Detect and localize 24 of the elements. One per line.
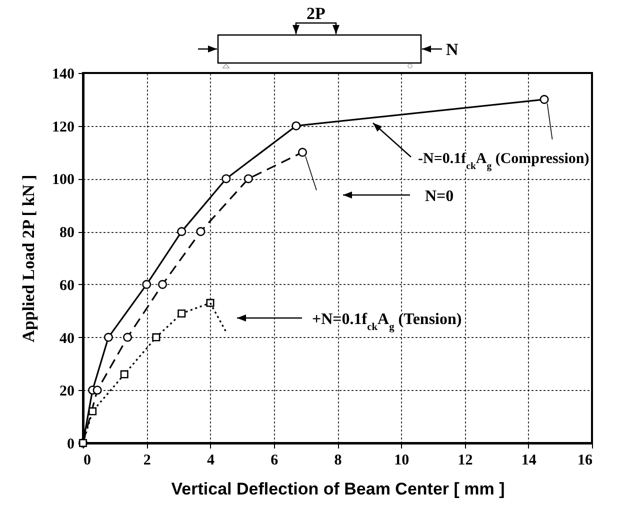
y-tick-label: 0: [67, 436, 74, 452]
annotation: +N=0.1f$_{ck}$A$_{g}$ (Tension): [312, 311, 462, 332]
y-tick-label: 80: [60, 225, 74, 242]
annotation: -N=0.1f$_{ck}$A$_{g}$ (Compression): [418, 151, 590, 172]
y-tick-label: 140: [52, 66, 74, 82]
y-tick-label: 40: [60, 330, 74, 347]
y-tick-label: 120: [52, 119, 74, 136]
x-tick-label: 10: [394, 452, 410, 468]
annotation: N=0: [425, 188, 454, 205]
x-tick-label: 14: [521, 452, 537, 468]
x-tick-label: 4: [207, 452, 215, 468]
x-tick-label: 8: [334, 452, 342, 468]
x-tick-label: 2: [143, 452, 151, 468]
x-tick-label: 16: [578, 452, 593, 468]
x-axis-title: Vertical Deflection of Beam Center [ mm ]: [171, 480, 505, 498]
x-tick-label: 6: [270, 452, 279, 468]
y-tick-label: 60: [60, 278, 74, 294]
text: 2P: [306, 4, 326, 23]
x-tick-label: 0: [84, 452, 91, 468]
y-tick-label: 100: [52, 172, 74, 188]
x-tick-label: 12: [458, 452, 473, 468]
text: N: [446, 40, 459, 59]
y-tick-label: 20: [60, 384, 74, 400]
y-axis-title: Applied Load 2P [ kN ]: [19, 174, 38, 342]
